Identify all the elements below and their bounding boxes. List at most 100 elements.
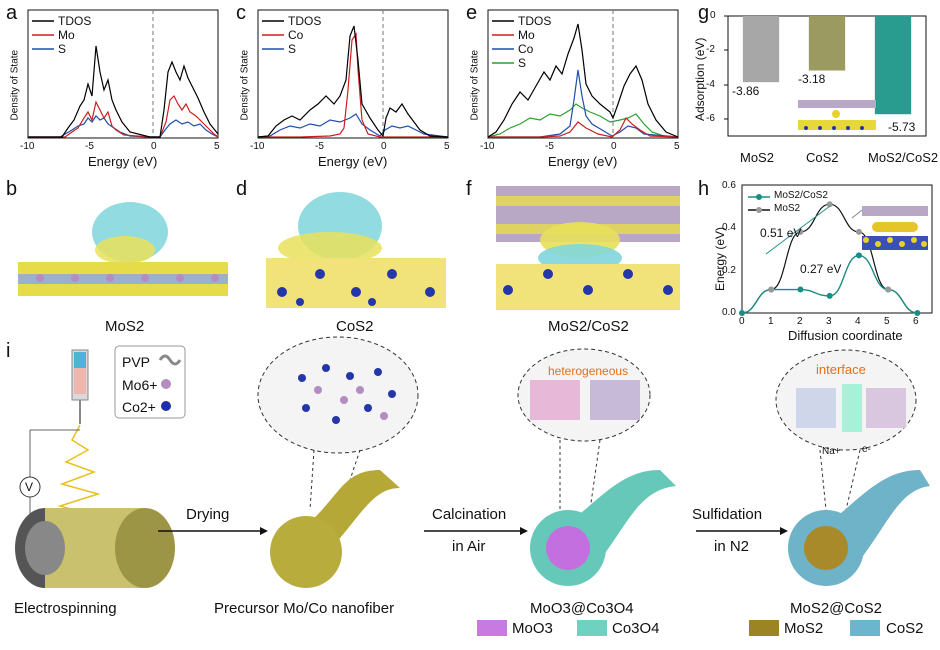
c-xlabel: Energy (eV) (318, 154, 388, 169)
h-annot-027: 0.27 eV (800, 262, 842, 276)
legend-c-s: S (288, 42, 297, 56)
charge-density-mos2 (18, 202, 228, 296)
panel-label-c: c (236, 2, 246, 24)
legend-e-co: Co (518, 42, 534, 56)
e-xlabel: Energy (eV) (548, 154, 618, 169)
h-ytick-06: 0.6 (722, 180, 736, 191)
step-drying: Drying (186, 506, 230, 523)
h-legend-het: MoS2/CoS2 (774, 190, 828, 201)
e-xtick-0: 0 (611, 141, 617, 152)
g-ytick-6: -6 (706, 113, 715, 124)
panel-label-b: b (6, 178, 18, 200)
dos-a-mo-curve (28, 94, 219, 138)
h-xtick-0: 0 (739, 316, 745, 327)
legend-swatch-cos2 (850, 620, 880, 636)
g-cat-het: MoS2/CoS2 (868, 150, 939, 165)
h-legend-mos2: MoS2 (774, 203, 801, 214)
bar-0 (742, 16, 780, 83)
legend-co2: Co2+ (122, 399, 156, 415)
caption-electrospinning: Electrospinning (14, 600, 117, 617)
legend-cos2-text: CoS2 (886, 620, 924, 637)
point-het-4 (855, 252, 862, 259)
c-xtick-0: 0 (381, 141, 387, 152)
dos-plot-e (487, 9, 679, 139)
diffusion-inset-structure (862, 206, 928, 250)
callout-na: Na+ (822, 446, 841, 457)
panel-label-g: g (698, 2, 710, 24)
h-legend (748, 194, 770, 213)
point-het-6 (914, 310, 921, 316)
arrow-sulfidation (696, 527, 788, 535)
e-ylabel: Density of State (469, 49, 481, 121)
legend-co3o4-text: Co3O4 (612, 620, 660, 637)
g-ytick-4: -4 (706, 79, 715, 90)
c-ylabel: Density of State (239, 49, 251, 121)
adsorption-inset-structure (798, 100, 876, 130)
a-xtick-neg10: -10 (20, 141, 35, 152)
legend-a-mo: Mo (58, 28, 75, 42)
step-in-air: in Air (452, 538, 486, 555)
h-xtick-3: 3 (826, 316, 832, 327)
h-xtick-2: 2 (797, 316, 803, 327)
panel-label-e: e (466, 2, 478, 24)
h-ylabel: Energy (eV) (713, 226, 727, 291)
mos2-cos2-fiber (775, 349, 930, 586)
g-value-mos2: -3.86 (732, 84, 760, 98)
dos-e-tdos-curve (487, 23, 679, 138)
dos-a-tdos-curve (28, 45, 219, 138)
dos-e-co-curve (488, 69, 679, 138)
e-xtick-neg10: -10 (480, 141, 495, 152)
caption-mos2-cos2: MoS2@CoS2 (790, 600, 882, 617)
dos-c-tdos-curve (257, 25, 449, 138)
adsorption-bar-chart (724, 15, 927, 137)
electrospinning-setup (15, 349, 175, 588)
panel-label-a: a (6, 2, 18, 24)
c-xtick-neg10: -10 (250, 141, 265, 152)
point-het-0 (739, 310, 745, 316)
h-xtick-1: 1 (768, 316, 774, 327)
a-xlabel: Energy (eV) (88, 154, 158, 169)
panel-label-i: i (6, 340, 11, 362)
moo3-co3o4-fiber (517, 348, 676, 586)
point-het-3 (826, 292, 833, 299)
h-xtick-5: 5 (884, 316, 890, 327)
h-ytick-04: 0.4 (722, 222, 736, 233)
legend-e-s: S (518, 56, 527, 70)
dos-c-s-curve (257, 113, 449, 138)
caption-f: MoS2/CoS2 (548, 318, 629, 335)
legend-c-tdos: TDOS (288, 14, 322, 28)
legend-mo6: Mo6+ (122, 377, 158, 393)
g-ytick-2: -2 (706, 44, 715, 55)
step-calcination: Calcination (432, 506, 507, 523)
h-xtick-6: 6 (913, 316, 919, 327)
a-xtick-5: 5 (214, 141, 220, 152)
point-mos2-4 (885, 286, 892, 293)
g-value-het: -5.73 (888, 120, 916, 134)
h-xtick-4: 4 (855, 316, 861, 327)
legend-mos2-text: MoS2 (784, 620, 824, 637)
legend-e-mo: Mo (518, 28, 535, 42)
a-xtick-0: 0 (151, 141, 157, 152)
point-het-2 (797, 286, 804, 293)
arrow-drying (158, 527, 268, 535)
legend-a-s: S (58, 42, 67, 56)
panel-label-h: h (698, 178, 710, 200)
dos-e-s-curve (487, 103, 679, 138)
e-xtick-neg5: -5 (545, 141, 554, 152)
point-mos2-2 (826, 201, 833, 208)
dos-e-mo-curve (488, 116, 679, 138)
legend-a-tdos: TDOS (58, 14, 92, 28)
dos-plot-c (257, 9, 449, 139)
h-xlabel: Diffusion coordinate (788, 328, 903, 343)
caption-d: CoS2 (336, 318, 374, 335)
callout-e: e- (862, 444, 871, 455)
callout-interface: interface (816, 362, 866, 377)
panel-label-f: f (466, 178, 472, 200)
g-cat-cos2: CoS2 (806, 150, 839, 165)
step-sulfidation: Sulfidation (692, 506, 763, 523)
panel-label-d: d (236, 178, 248, 200)
a-xtick-neg5: -5 (85, 141, 94, 152)
a-ylabel: Density of State (9, 49, 21, 121)
bar-1 (808, 16, 846, 71)
